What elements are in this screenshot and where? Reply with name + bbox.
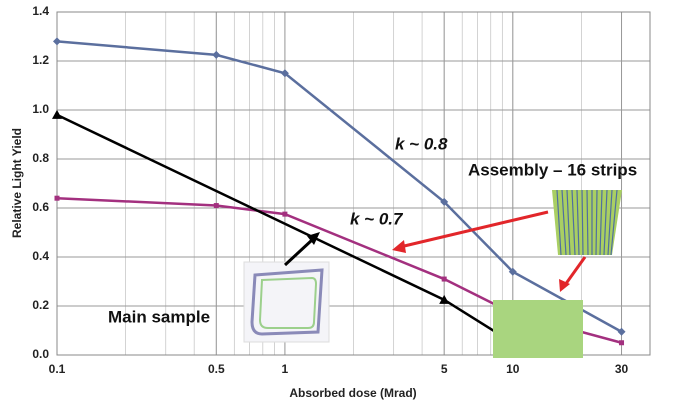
marker: [617, 327, 626, 336]
y-tick-label: 0.0: [32, 347, 49, 361]
marker: [213, 203, 219, 209]
marker: [508, 267, 517, 276]
marker: [280, 69, 289, 78]
marker: [212, 50, 221, 59]
y-tick-label: 1.4: [32, 4, 49, 18]
x-axis-label: Absorbed dose (Mrad): [289, 386, 416, 400]
x-tick-label: 5: [441, 362, 448, 376]
y-tick-label: 1.2: [32, 53, 49, 67]
y-tick-label: 0.6: [32, 200, 49, 214]
assembly-box: [493, 300, 583, 358]
annotation: Main sample: [108, 307, 210, 326]
x-tick-label: 30: [615, 362, 629, 376]
y-tick-label: 1.0: [32, 102, 49, 116]
x-tick-label: 1: [282, 362, 289, 376]
y-tick-label: 0.2: [32, 298, 49, 312]
annotation: k ~ 0.7: [350, 209, 404, 228]
marker: [619, 340, 625, 346]
x-tick-label: 0.5: [208, 362, 225, 376]
marker: [282, 211, 288, 217]
annotation: k ~ 0.8: [395, 134, 448, 153]
marker: [53, 37, 61, 46]
main-sample-image: [243, 261, 330, 343]
marker: [54, 195, 60, 201]
y-axis-label: Relative Light Yield: [10, 128, 24, 238]
arrows: [283, 210, 587, 292]
y-tick-label: 0.4: [32, 249, 49, 263]
annotation: Assembly – 16 strips: [468, 160, 637, 179]
x-tick-label: 10: [506, 362, 520, 376]
series-line: [56, 40, 623, 333]
marker: [52, 109, 62, 119]
x-tick-label: 0.1: [49, 362, 66, 376]
marker: [439, 294, 450, 304]
y-tick-label: 0.8: [32, 151, 49, 165]
plot-frame: [56, 11, 651, 356]
assembly-image: [552, 189, 622, 256]
marker: [440, 197, 449, 206]
marker: [441, 276, 447, 282]
